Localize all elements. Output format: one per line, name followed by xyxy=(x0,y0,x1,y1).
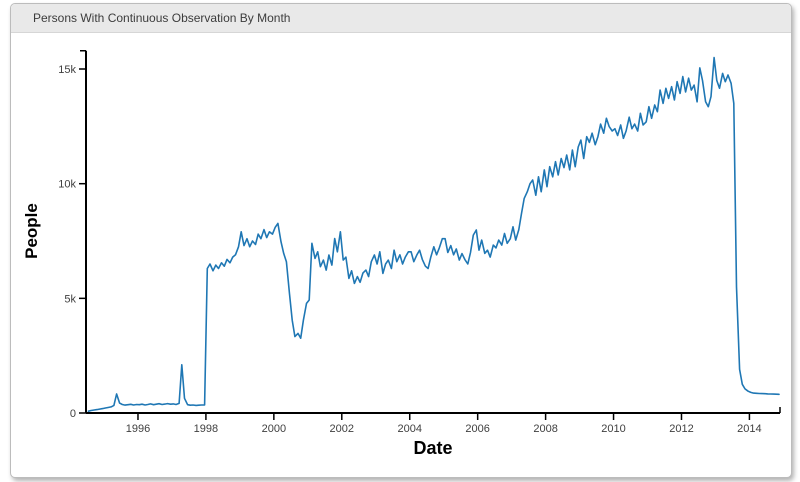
chart-svg: 1996 1998 2000 2002 2004 2006 2008 2010 2012 2014… xyxy=(58,49,781,435)
plot-area: 1996 1998 2000 2002 2004 2006 2008 2010 2012 2014… xyxy=(11,33,791,477)
x-tick-label: 2000 xyxy=(262,423,286,435)
x-tick-label: 2012 xyxy=(669,423,693,435)
chart-title-bar: Persons With Continuous Observation By M… xyxy=(11,4,791,33)
y-tick-label: 15k xyxy=(58,64,76,76)
x-tick-label: 2014 xyxy=(737,423,761,435)
chart-line xyxy=(87,56,780,412)
x-tick-label: 2008 xyxy=(533,423,557,435)
x-tick-label: 1998 xyxy=(194,423,218,435)
y-tick-label: 10k xyxy=(58,179,76,191)
x-axis-title: Date xyxy=(413,438,453,458)
x-tick-label: 2006 xyxy=(465,423,489,435)
x-tick-label: 2010 xyxy=(601,423,625,435)
chart-card: Persons With Continuous Observation By M… xyxy=(10,3,792,478)
y-tick-label: 5k xyxy=(64,293,76,305)
x-tick-label: 1996 xyxy=(126,423,150,435)
chart-title: Persons With Continuous Observation By M… xyxy=(33,11,291,25)
x-tick-label: 2004 xyxy=(397,423,421,435)
x-tick-label: 2002 xyxy=(330,423,354,435)
y-tick-label: 0 xyxy=(70,408,76,420)
y-axis-title: People xyxy=(22,203,41,259)
